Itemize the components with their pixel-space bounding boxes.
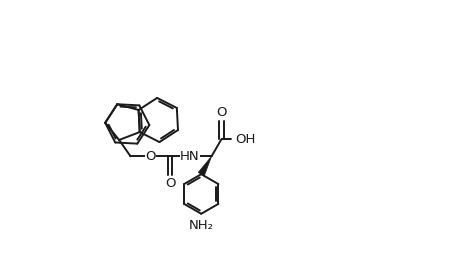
Text: O: O <box>145 150 156 163</box>
Polygon shape <box>198 156 212 176</box>
Text: O: O <box>216 106 227 119</box>
Text: NH₂: NH₂ <box>189 219 214 232</box>
Text: OH: OH <box>235 132 256 146</box>
Text: O: O <box>165 177 175 190</box>
Text: HN: HN <box>180 150 200 163</box>
